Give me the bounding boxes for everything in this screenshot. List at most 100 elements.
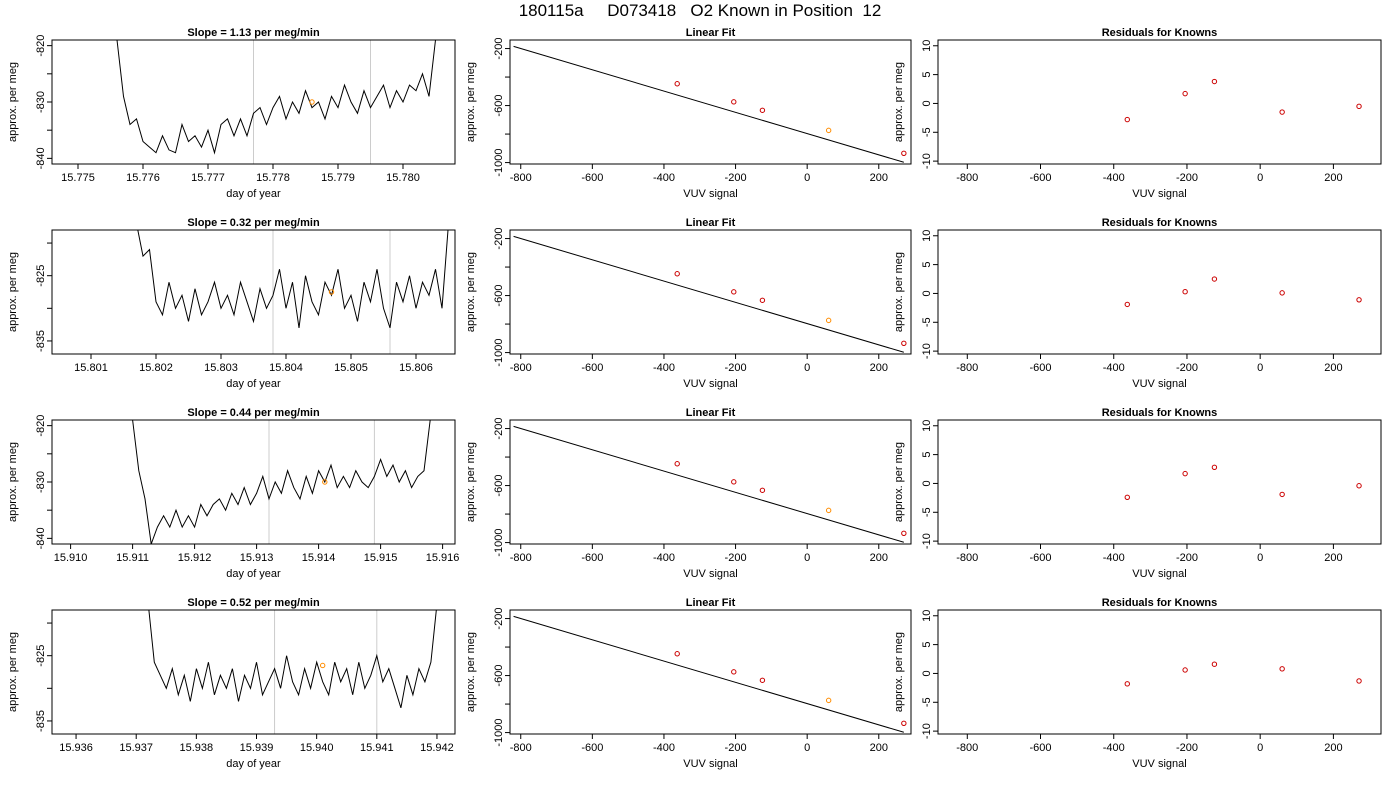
y-tick-label: 5 <box>921 642 933 648</box>
panel-fit-row1: Linear Fit -800 -600 -400 -200 0 200 -200 -600 -1… <box>465 27 912 200</box>
y-axis-label: approx. per meg <box>7 252 19 332</box>
data-layer <box>1124 464 1362 500</box>
panel-residuals-row2: Residuals for Knowns -800 -600 -400 -200 0 200… <box>893 217 1382 390</box>
panel-title: Linear Fit <box>686 27 736 39</box>
y-tick-label: -830 <box>35 471 47 493</box>
data-point <box>1124 681 1130 687</box>
y-tick-label: 10 <box>921 230 933 242</box>
y-axis-label: approx. per meg <box>465 252 477 332</box>
data-point <box>1211 78 1218 85</box>
y-axis-label: approx. per meg <box>465 62 477 142</box>
data-point <box>759 297 766 303</box>
y-tick-label: 0 <box>921 670 933 676</box>
series-line <box>148 610 437 709</box>
panel-fit-row3: Linear Fit -800 -600 -400 -200 0 200 -200 -600 -1… <box>465 407 912 580</box>
x-tick-label: -200 <box>725 172 747 184</box>
y-tick-label: 5 <box>921 262 933 268</box>
data-point <box>1182 667 1188 673</box>
data-layer <box>513 45 907 163</box>
fit-line <box>513 45 904 163</box>
known-marker <box>322 479 328 485</box>
y-tick-label: -200 <box>493 608 505 630</box>
y-tick-label: -10 <box>921 343 933 359</box>
x-tick-label: 15.805 <box>334 362 368 374</box>
plot-frame <box>937 419 1382 545</box>
panel-title: Slope = 1.13 per meg/min <box>187 27 320 39</box>
panel-timeseries-row3: Slope = 0.44 per meg/min 15.910 15.911 15.9… <box>7 407 459 580</box>
x-tick-label: 15.912 <box>178 552 212 564</box>
data-point <box>674 271 680 277</box>
x-tick-label: 200 <box>1324 362 1342 374</box>
data-point <box>674 461 680 467</box>
panel-title: Linear Fit <box>686 407 736 419</box>
x-tick-label: -400 <box>1103 362 1125 374</box>
y-tick-label: -5 <box>921 507 933 517</box>
data-point <box>825 697 832 704</box>
y-tick-label: 10 <box>921 420 933 432</box>
panel-title: Linear Fit <box>686 597 736 609</box>
data-point <box>825 507 832 514</box>
panel-title: Residuals for Knowns <box>1102 597 1218 609</box>
x-tick-label: 200 <box>870 552 888 564</box>
plot-frame <box>937 609 1382 735</box>
data-layer <box>513 235 907 353</box>
x-tick-label: -200 <box>725 742 747 754</box>
data-point <box>1124 494 1130 500</box>
plot-frame <box>509 39 912 165</box>
data-point <box>1279 491 1285 498</box>
data-point <box>1356 103 1362 110</box>
data-point <box>1356 483 1362 489</box>
x-tick-label: 15.801 <box>74 362 108 374</box>
x-tick-label: -400 <box>653 362 675 374</box>
x-tick-label: 15.942 <box>420 742 454 754</box>
x-tick-label: 15.780 <box>386 172 420 184</box>
x-axis-label: VUV signal <box>683 568 737 580</box>
x-tick-label: -800 <box>510 552 532 564</box>
data-point <box>731 99 737 105</box>
data-point <box>1182 90 1188 97</box>
x-tick-label: 15.938 <box>180 742 214 754</box>
data-layer <box>116 40 436 155</box>
data-point <box>674 651 680 657</box>
x-tick-label: -600 <box>581 742 603 754</box>
x-tick-label: -800 <box>956 362 978 374</box>
x-tick-label: 15.803 <box>204 362 238 374</box>
x-tick-label: 15.939 <box>240 742 274 754</box>
x-tick-label: -600 <box>1029 552 1051 564</box>
panel-timeseries-row4: Slope = 0.52 per meg/min 15.936 15.937 15.9… <box>7 597 456 770</box>
x-tick-label: 15.778 <box>256 172 290 184</box>
x-tick-label: 0 <box>804 552 810 564</box>
x-tick-label: -600 <box>1029 742 1051 754</box>
x-tick-label: -400 <box>653 172 675 184</box>
x-tick-label: -800 <box>956 552 978 564</box>
plot-frame <box>51 419 456 545</box>
panel-residuals-row1: Residuals for Knowns -800 -600 -400 -200 0 200… <box>893 27 1382 200</box>
y-tick-label: -600 <box>493 475 505 497</box>
x-tick-label: -400 <box>1103 552 1125 564</box>
fit-line <box>513 235 904 353</box>
x-tick-label: -400 <box>653 742 675 754</box>
plot-frame <box>51 229 456 355</box>
data-point <box>1124 116 1130 123</box>
x-tick-label: 15.775 <box>61 172 95 184</box>
x-axis-label: day of year <box>226 568 281 580</box>
data-layer <box>132 420 431 544</box>
plot-frame <box>509 609 912 735</box>
y-tick-label: 5 <box>921 72 933 78</box>
data-layer <box>1124 78 1362 123</box>
y-tick-label: -840 <box>35 527 47 549</box>
x-tick-label: 15.936 <box>59 742 93 754</box>
known-marker <box>319 662 326 669</box>
y-tick-label: 0 <box>921 290 933 296</box>
y-tick-label: -840 <box>35 147 47 169</box>
data-point <box>901 340 907 347</box>
data-point <box>1279 666 1285 672</box>
panel-title: Linear Fit <box>686 217 736 229</box>
x-tick-label: 15.915 <box>364 552 398 564</box>
y-tick-label: -1000 <box>493 149 505 177</box>
known-marker <box>309 99 315 105</box>
x-tick-label: -400 <box>1103 742 1125 754</box>
y-tick-label: -825 <box>35 645 47 667</box>
x-tick-label: 200 <box>870 362 888 374</box>
x-tick-label: -600 <box>1029 362 1051 374</box>
